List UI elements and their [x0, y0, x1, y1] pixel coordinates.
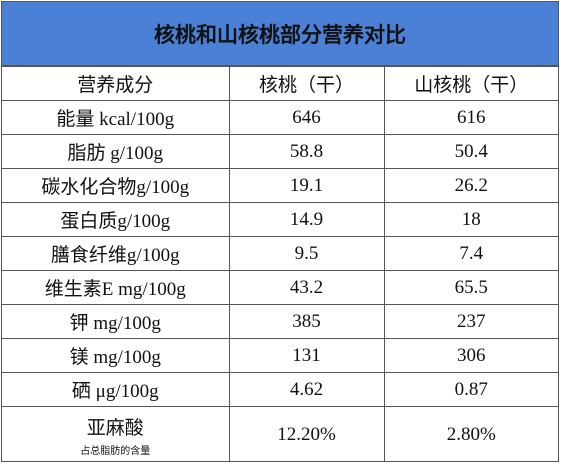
- row-label: 亚麻酸占总脂肪的含量: [2, 406, 230, 462]
- header-cell: 核桃（干）: [228, 66, 385, 101]
- value-cell: 19.1: [228, 168, 385, 203]
- row-label: 硒 μg/100g: [2, 372, 230, 407]
- row-label: 镁 mg/100g: [2, 338, 230, 373]
- data-row: 镁 mg/100g 131 306: [2, 338, 558, 373]
- table-title: 核桃和山核桃部分营养对比: [2, 2, 558, 66]
- row-label-text: 镁 mg/100g: [69, 347, 161, 368]
- value-text: 616: [457, 106, 486, 128]
- value-cell: 26.2: [383, 168, 558, 203]
- data-row: 能量 kcal/100g 646 616: [2, 100, 558, 135]
- row-label: 脂肪 g/100g: [2, 134, 230, 169]
- row-label-text: 蛋白质g/100g: [60, 211, 171, 232]
- value-cell: 7.4: [383, 236, 558, 271]
- value-cell: 14.9: [228, 202, 385, 237]
- header-row: 营养成分 核桃（干） 山核桃（干）: [2, 66, 558, 101]
- data-row: 硒 μg/100g 4.62 0.87: [2, 372, 558, 407]
- row-label: 膳食纤维g/100g: [2, 236, 230, 271]
- value-text: 2.80%: [446, 423, 496, 445]
- value-cell: 0.87: [383, 372, 558, 407]
- value-text: 18: [461, 208, 481, 230]
- row-label-text: 碳水化合物g/100g: [41, 177, 190, 198]
- value-cell: 616: [383, 100, 558, 135]
- value-text: 0.87: [454, 378, 488, 400]
- value-cell: 50.4: [383, 134, 558, 169]
- value-cell: 58.8: [228, 134, 385, 169]
- value-cell: 646: [228, 100, 385, 135]
- data-row: 维生素E mg/100g 43.2 65.5: [2, 270, 558, 305]
- data-row: 膳食纤维g/100g 9.5 7.4: [2, 236, 558, 271]
- value-text: 131: [292, 344, 321, 366]
- value-text: 19.1: [289, 174, 324, 196]
- header-cell: 山核桃（干）: [383, 66, 558, 101]
- data-row: 亚麻酸占总脂肪的含量 12.20% 2.80%: [2, 406, 558, 462]
- value-text: 50.4: [454, 140, 488, 162]
- header-cell: 营养成分: [2, 66, 230, 101]
- row-label-text: 亚麻酸: [86, 417, 144, 439]
- data-row: 碳水化合物g/100g 19.1 26.2: [2, 168, 558, 203]
- row-label: 能量 kcal/100g: [2, 100, 230, 135]
- row-label-text: 膳食纤维g/100g: [50, 245, 180, 266]
- value-cell: 2.80%: [383, 406, 558, 462]
- row-label-text: 脂肪 g/100g: [67, 143, 164, 164]
- value-cell: 43.2: [228, 270, 385, 305]
- row-label-text: 钾 mg/100g: [69, 313, 161, 334]
- value-text: 12.20%: [277, 423, 336, 445]
- value-text: 4.62: [289, 378, 324, 400]
- value-text: 26.2: [454, 174, 488, 196]
- nutrition-table: 营养成分 核桃（干） 山核桃（干） 能量 kcal/100g 646 616 脂肪 g/10…: [2, 66, 558, 462]
- row-label: 钾 mg/100g: [2, 304, 230, 339]
- row-label: 维生素E mg/100g: [2, 270, 230, 305]
- value-cell: 237: [383, 304, 558, 339]
- value-cell: 65.5: [383, 270, 558, 305]
- data-row: 钾 mg/100g 385 237: [2, 304, 558, 339]
- value-cell: 18: [383, 202, 558, 237]
- row-label-text: 维生素E mg/100g: [44, 279, 186, 300]
- row-label: 碳水化合物g/100g: [2, 168, 230, 203]
- value-text: 237: [457, 310, 486, 332]
- value-text: 9.5: [294, 242, 319, 264]
- data-row: 蛋白质g/100g 14.9 18: [2, 202, 558, 237]
- value-cell: 131: [228, 338, 385, 373]
- value-cell: 4.62: [228, 372, 385, 407]
- value-text: 43.2: [289, 276, 324, 298]
- row-note: 占总脂肪的含量: [80, 445, 151, 457]
- value-text: 646: [292, 106, 321, 128]
- value-text: 306: [457, 344, 486, 366]
- value-text: 14.9: [289, 208, 324, 230]
- value-cell: 12.20%: [228, 406, 385, 462]
- row-label: 蛋白质g/100g: [2, 202, 230, 237]
- value-text: 58.8: [289, 140, 324, 162]
- value-text: 385: [292, 310, 321, 332]
- data-row: 脂肪 g/100g 58.8 50.4: [2, 134, 558, 169]
- value-cell: 9.5: [228, 236, 385, 271]
- value-cell: 385: [228, 304, 385, 339]
- value-text: 7.4: [459, 242, 484, 264]
- row-label-text: 能量 kcal/100g: [56, 109, 175, 130]
- row-label-text: 硒 μg/100g: [71, 381, 159, 402]
- value-cell: 306: [383, 338, 558, 373]
- value-text: 65.5: [454, 276, 488, 298]
